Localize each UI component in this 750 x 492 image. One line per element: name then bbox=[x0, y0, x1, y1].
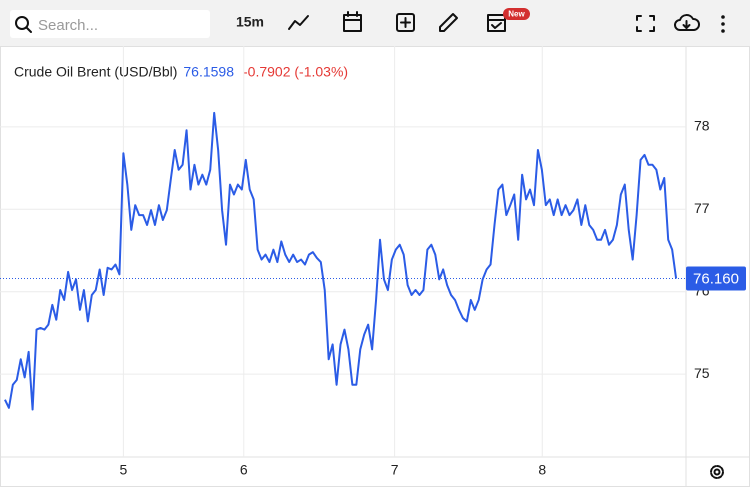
search-placeholder[interactable]: Search... bbox=[38, 17, 98, 34]
search-icon bbox=[15, 16, 32, 33]
last-price-tag bbox=[686, 266, 746, 291]
new-badge-text: New bbox=[508, 10, 525, 19]
chart-title: Crude Oil Brent (USD/Bbl) bbox=[14, 64, 177, 80]
y-tick-label: 75 bbox=[694, 365, 710, 381]
fullscreen-icon[interactable] bbox=[636, 15, 655, 32]
x-tick-label: 7 bbox=[391, 462, 399, 478]
add-indicator-icon[interactable] bbox=[396, 13, 415, 32]
last-price-tag-label: 76.160 bbox=[693, 270, 739, 287]
x-tick-label: 8 bbox=[538, 462, 546, 478]
draw-icon[interactable] bbox=[439, 13, 458, 32]
events-icon[interactable] bbox=[487, 14, 506, 32]
new-badge bbox=[503, 8, 530, 20]
download-icon[interactable] bbox=[674, 14, 700, 31]
y-tick-label: 78 bbox=[694, 118, 710, 134]
y-tick-label: 77 bbox=[694, 200, 710, 216]
chart-type-icon[interactable] bbox=[288, 15, 309, 30]
calendar-icon[interactable] bbox=[343, 11, 362, 32]
last-price: 76.1598 bbox=[183, 64, 234, 80]
search-box[interactable] bbox=[10, 10, 210, 38]
menu-icon[interactable] bbox=[721, 15, 725, 33]
price-change: -0.7902 (-1.03%) bbox=[243, 64, 348, 80]
interval-button[interactable]: 15m bbox=[236, 14, 264, 30]
price-line bbox=[4, 111, 678, 411]
x-tick-label: 6 bbox=[240, 462, 248, 478]
x-tick-label: 5 bbox=[119, 462, 127, 478]
settings-icon[interactable] bbox=[710, 465, 724, 479]
